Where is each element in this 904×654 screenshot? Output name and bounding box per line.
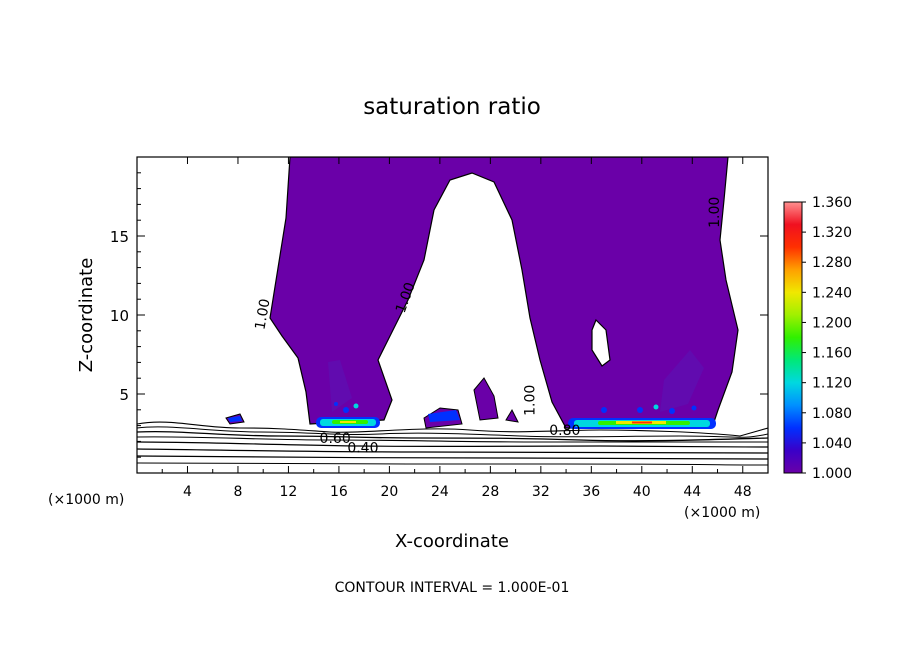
x-tick-label: 12 [280, 484, 298, 500]
y-axis-label: Z-coordinate [76, 258, 97, 373]
colorbar-gradient [783, 201, 803, 474]
colorbar-label: 1.160 [812, 346, 852, 362]
high-value-band-right [568, 404, 716, 429]
contour-label-group: 0.60 [320, 431, 351, 447]
y-axis: 5 10 15 [110, 172, 768, 458]
colorbar-label: 1.120 [812, 376, 852, 392]
supersaturation-blob [473, 377, 499, 421]
colorbar-label: 1.000 [812, 466, 852, 482]
x-tick-label: 44 [683, 484, 701, 500]
chart-title: saturation ratio [363, 94, 541, 120]
x-tick-label: 24 [431, 484, 449, 500]
x-tick-label: 32 [532, 484, 550, 500]
x-tick-label: 40 [633, 484, 651, 500]
x-tick-label: 28 [481, 484, 499, 500]
colorbar-label: 1.360 [812, 195, 852, 211]
contour-label: 0.80 [549, 423, 580, 439]
contour-label-group: 1.00 [707, 197, 723, 228]
contour-label: 0.60 [320, 431, 351, 447]
plot-content: 1.00 1.001.001.000.800.600.40 [137, 157, 768, 466]
contour-label: 1.00 [707, 197, 723, 228]
enhanced-zone [660, 350, 704, 412]
colorbar-label: 1.240 [812, 285, 852, 301]
high-value-band-small [228, 416, 242, 422]
contour-lines [137, 421, 768, 466]
contour-label-group: 0.80 [549, 423, 580, 439]
contour-label: 1.00 [523, 385, 539, 416]
x-tick-label: 8 [233, 484, 242, 500]
colorbar-label: 1.280 [812, 255, 852, 271]
contour-labels: 1.00 1.001.001.000.800.600.40 [252, 197, 722, 457]
contour-label-group: 1.00 [252, 298, 273, 331]
x-axis-label: X-coordinate [395, 531, 509, 552]
colorbar-label: 1.320 [812, 225, 852, 241]
high-value-band-left [316, 402, 380, 428]
x-unit-left: (×1000 m) [48, 492, 124, 508]
x-tick-label: 4 [183, 484, 192, 500]
colorbar-label: 1.080 [812, 406, 852, 422]
high-value-band-small [428, 410, 460, 422]
x-tick-label: 20 [380, 484, 398, 500]
y-tick-label: 15 [110, 228, 129, 246]
x-tick-label: 16 [330, 484, 348, 500]
contour-label-group: 0.40 [347, 440, 378, 456]
colorbar: 1.360 1.320 1.280 1.240 1.200 1.160 1.120 1.080… [783, 195, 852, 482]
x-axis: 4 8 12 16 20 24 28 32 36 40 44 48 [161, 157, 752, 500]
y-tick-label: 5 [119, 386, 129, 404]
contour-label-group: 1.00 [523, 385, 539, 416]
colorbar-label: 1.040 [812, 436, 852, 452]
colorbar-label: 1.200 [812, 315, 852, 331]
contour-interval-note: CONTOUR INTERVAL = 1.000E-01 [335, 580, 570, 596]
x-tick-label: 48 [734, 484, 752, 500]
contour-label: 0.40 [347, 440, 378, 456]
supersaturation-blob [505, 408, 519, 423]
x-tick-label: 36 [582, 484, 600, 500]
enhanced-zone [328, 360, 352, 412]
y-tick-label: 10 [110, 307, 129, 325]
colorbar-labels: 1.360 1.320 1.280 1.240 1.200 1.160 1.120 1.080… [802, 195, 852, 482]
contour-label: 1.00 [252, 298, 273, 331]
x-unit-right: (×1000 m) [684, 505, 760, 521]
supersaturation-region [269, 157, 739, 429]
